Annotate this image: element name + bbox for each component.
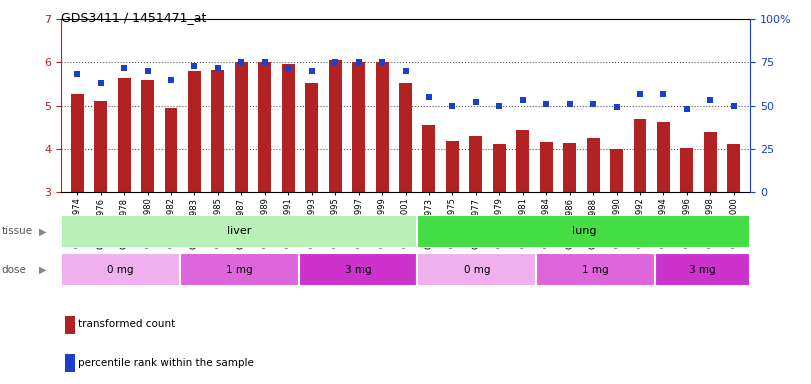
Bar [633, 119, 646, 192]
Bar [71, 94, 84, 192]
Text: ▶: ▶ [39, 226, 46, 237]
Bar [610, 149, 623, 192]
Text: 0 mg: 0 mg [464, 265, 490, 275]
Bar [657, 122, 670, 192]
Text: liver: liver [227, 226, 251, 237]
Bar [259, 63, 271, 192]
Point [493, 103, 506, 109]
Text: lung: lung [572, 226, 596, 237]
Bar [563, 143, 576, 192]
Text: GDS3411 / 1451471_at: GDS3411 / 1451471_at [61, 12, 206, 25]
Bar [305, 83, 318, 192]
Bar [655, 253, 750, 286]
Point [563, 101, 576, 107]
Point [633, 91, 646, 97]
Text: dose: dose [2, 265, 27, 275]
Point [517, 98, 530, 104]
Point [305, 68, 318, 74]
Point [212, 65, 225, 71]
Bar [212, 70, 225, 192]
Bar [399, 83, 412, 192]
Text: ▶: ▶ [39, 265, 46, 275]
Bar [423, 125, 436, 192]
Bar [165, 108, 178, 192]
Text: 1 mg: 1 mg [225, 265, 252, 275]
Point [586, 101, 599, 107]
Text: transformed count: transformed count [78, 319, 175, 329]
Bar [352, 62, 365, 192]
Point [118, 65, 131, 71]
Text: tissue: tissue [2, 226, 32, 237]
Bar [704, 132, 717, 192]
Bar [61, 215, 418, 248]
Bar [470, 136, 483, 192]
Text: 3 mg: 3 mg [345, 265, 371, 275]
Text: 1 mg: 1 mg [582, 265, 609, 275]
Bar [281, 64, 294, 192]
Point [328, 60, 341, 66]
Bar [493, 144, 506, 192]
Point [610, 104, 623, 111]
Point [399, 68, 412, 74]
Bar [680, 148, 693, 192]
Bar [118, 78, 131, 192]
Point [352, 60, 365, 66]
Bar [188, 71, 201, 192]
Bar [94, 101, 107, 192]
Point [446, 103, 459, 109]
Bar [418, 215, 750, 248]
Point [165, 77, 178, 83]
Bar [235, 63, 248, 192]
Text: 0 mg: 0 mg [107, 265, 134, 275]
Bar [328, 60, 341, 192]
Point [94, 80, 107, 86]
Point [281, 65, 294, 71]
Bar [180, 253, 298, 286]
Point [141, 68, 154, 74]
Point [423, 94, 436, 100]
Bar [298, 253, 418, 286]
Point [375, 60, 388, 66]
Point [470, 99, 483, 105]
Bar [418, 253, 536, 286]
Point [71, 71, 84, 78]
Bar [586, 138, 599, 192]
Point [235, 60, 248, 66]
Bar [375, 63, 388, 192]
Point [680, 106, 693, 112]
Bar [141, 80, 154, 192]
Point [259, 60, 272, 66]
Text: 3 mg: 3 mg [689, 265, 716, 275]
Bar [517, 130, 530, 192]
Point [188, 63, 201, 69]
Bar [446, 141, 459, 192]
Bar [727, 144, 740, 192]
Bar [61, 253, 180, 286]
Point [704, 98, 717, 104]
Point [657, 91, 670, 97]
Bar [536, 253, 655, 286]
Point [539, 101, 552, 107]
Bar [540, 142, 552, 192]
Text: percentile rank within the sample: percentile rank within the sample [78, 358, 254, 368]
Point [727, 103, 740, 109]
